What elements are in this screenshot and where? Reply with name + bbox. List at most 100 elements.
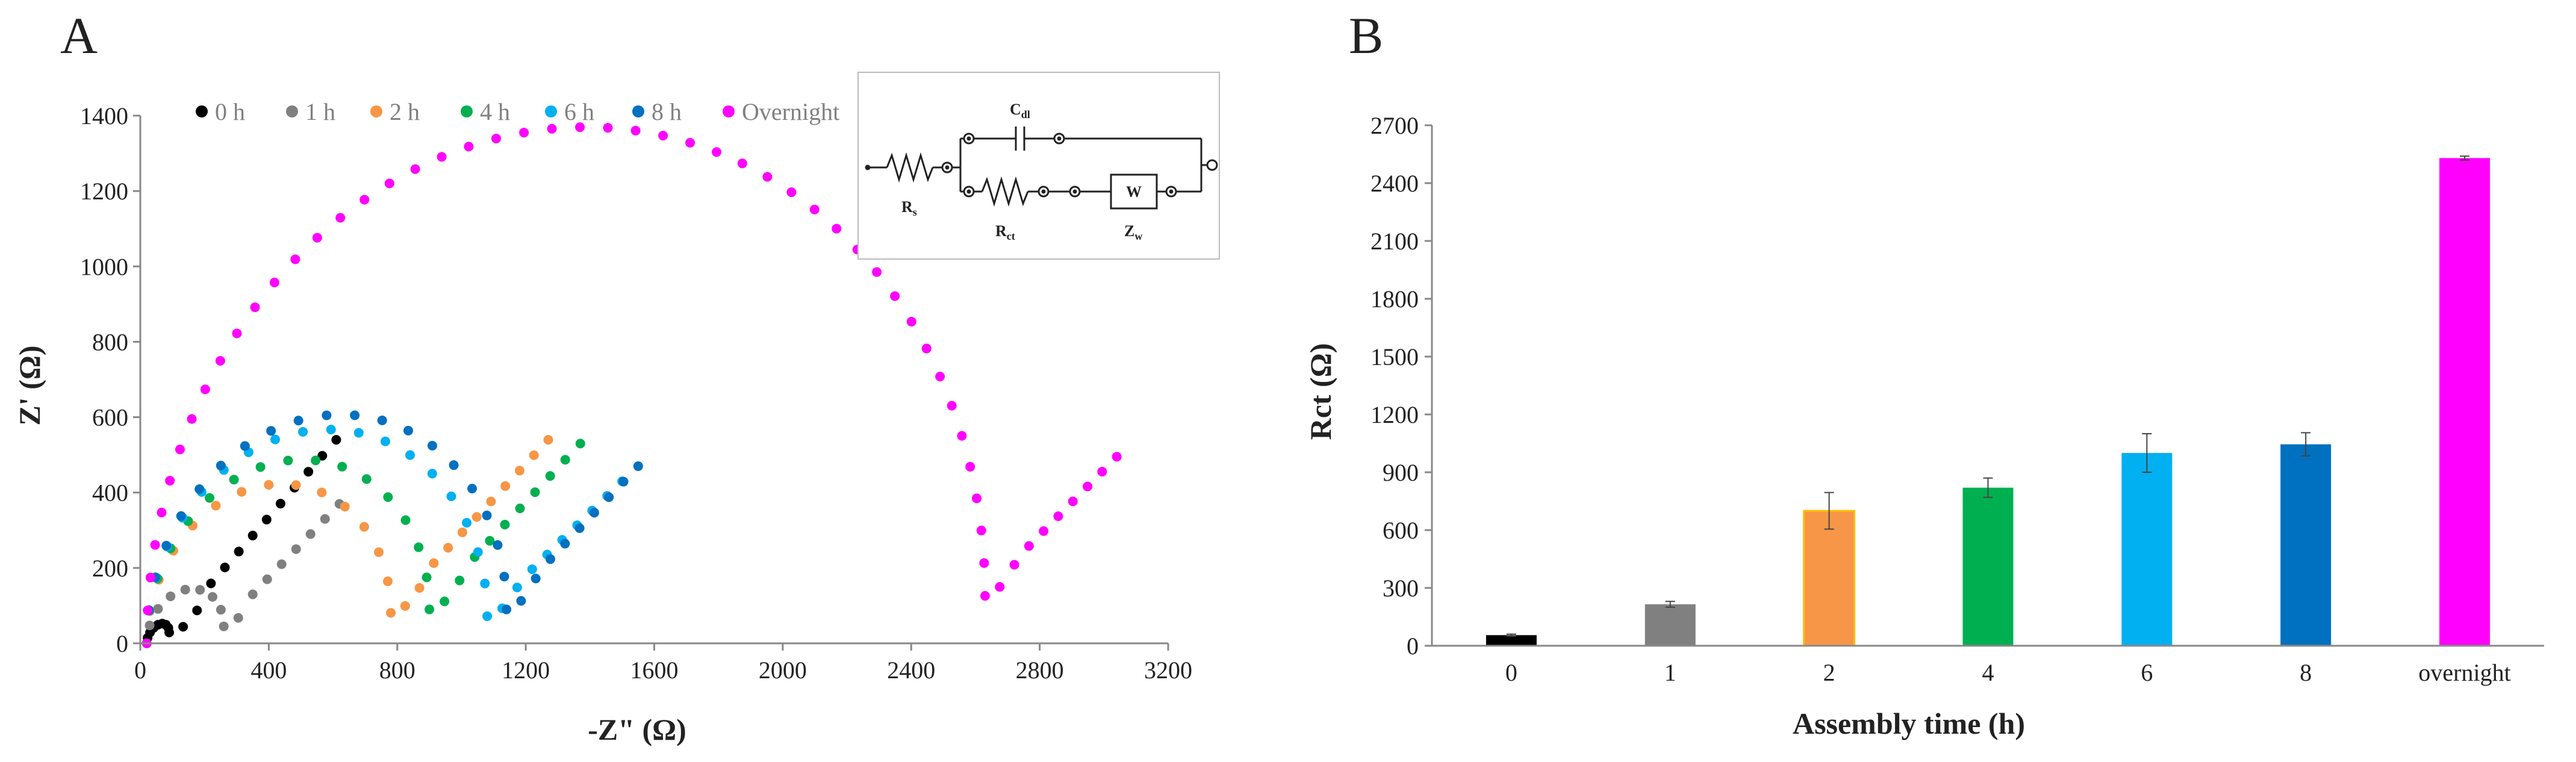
- data-point: [737, 158, 747, 169]
- data-point: [232, 328, 242, 339]
- data-point: [157, 507, 167, 517]
- bars: 0 1 2 4 6 8 overnight: [1486, 155, 2511, 686]
- data-point: [374, 547, 384, 557]
- legend-label: 6 h: [564, 98, 594, 125]
- data-point: [543, 435, 553, 445]
- series-overnight: [142, 122, 1122, 648]
- data-point: [500, 481, 511, 491]
- data-point: [312, 233, 322, 243]
- data-point: [291, 544, 301, 554]
- data-point: [500, 519, 510, 529]
- data-point: [150, 540, 160, 550]
- data-point: [712, 147, 722, 157]
- nyquist-x-tick-label: 2800: [1016, 657, 1064, 684]
- data-point: [491, 133, 502, 143]
- data-point: [215, 355, 225, 366]
- nyquist-y-tick-label: 400: [92, 479, 128, 507]
- data-point: [233, 613, 243, 623]
- nyquist-y-label: Z' (Ω): [13, 345, 46, 425]
- data-point: [872, 267, 882, 277]
- data-point: [175, 445, 185, 455]
- data-point: [216, 460, 226, 470]
- data-point: [377, 415, 387, 425]
- cdl-label: Cdl: [1010, 101, 1030, 120]
- data-point: [206, 578, 216, 589]
- data-point: [527, 564, 537, 574]
- data-point: [446, 492, 456, 502]
- data-point: [437, 152, 447, 162]
- legend-label: 8 h: [652, 98, 682, 125]
- warburg-label: W: [1126, 183, 1142, 201]
- equivalent-circuit-inset: W Rs Cdl Rct Zw: [857, 72, 1220, 260]
- data-point: [976, 525, 986, 536]
- data-point: [560, 539, 570, 549]
- nyquist-x-tick-label: 1200: [502, 657, 550, 684]
- data-point: [216, 605, 226, 615]
- zw-label: Zw: [1124, 222, 1142, 242]
- data-point: [322, 410, 332, 420]
- data-point: [211, 501, 221, 511]
- bar-y-tick-label: 300: [1383, 575, 1419, 602]
- data-point: [832, 223, 842, 234]
- nyquist-y-tick-label: 1200: [80, 178, 128, 205]
- data-point: [519, 128, 529, 138]
- data-point: [382, 576, 393, 587]
- bar-category-label: 6: [2141, 659, 2153, 686]
- data-point: [971, 493, 982, 504]
- data-point: [1097, 466, 1107, 476]
- data-point: [786, 187, 797, 198]
- data-point: [311, 455, 321, 466]
- data-point: [305, 529, 316, 539]
- bar-0: [1486, 635, 1537, 646]
- data-point: [266, 426, 276, 436]
- data-point: [935, 372, 945, 382]
- rs-resistor: [886, 152, 934, 183]
- data-point: [658, 131, 668, 141]
- legend-label: Overnight: [742, 98, 839, 125]
- data-point: [247, 589, 258, 599]
- data-point: [335, 213, 346, 223]
- bar-6: [2121, 453, 2173, 646]
- data-point: [1053, 511, 1063, 521]
- bar-y-tick-label: 0: [1407, 632, 1419, 660]
- bar-ticks: 0 300 600 900 1200 1500 1800 2100 2400 2700: [1370, 112, 1432, 660]
- bar-category-label: overnight: [2418, 659, 2510, 686]
- nyquist-points: [142, 122, 1122, 648]
- data-point: [1009, 560, 1019, 570]
- series-1-h: [142, 499, 344, 648]
- data-point: [145, 620, 155, 631]
- data-point: [530, 573, 541, 584]
- data-point: [516, 596, 526, 606]
- circuit-box: [857, 72, 1220, 260]
- data-point: [449, 460, 459, 470]
- data-point: [574, 523, 585, 533]
- data-point: [890, 291, 900, 301]
- data-point: [180, 584, 190, 595]
- data-point: [485, 536, 495, 546]
- rct-label: Rct: [995, 222, 1015, 242]
- data-point: [1039, 526, 1049, 536]
- data-point: [1024, 541, 1034, 551]
- data-point: [200, 384, 210, 395]
- data-point: [400, 515, 411, 525]
- data-point: [429, 558, 439, 568]
- data-point: [618, 476, 629, 487]
- nyquist-y-tick-label: 1400: [80, 102, 128, 130]
- data-point: [234, 546, 244, 557]
- panel-label-b: B: [1349, 7, 1383, 64]
- data-point: [383, 492, 393, 502]
- data-point: [269, 278, 279, 288]
- data-point: [1068, 496, 1078, 507]
- data-point: [143, 605, 153, 616]
- data-point: [633, 461, 643, 471]
- data-point: [440, 596, 450, 607]
- bar-y-tick-label: 1500: [1370, 343, 1419, 370]
- data-point: [403, 425, 414, 436]
- rct-resistor: [981, 176, 1029, 207]
- data-point: [270, 434, 280, 445]
- data-point: [320, 514, 330, 524]
- data-point: [386, 608, 396, 618]
- data-point: [457, 527, 467, 537]
- data-point: [240, 441, 250, 451]
